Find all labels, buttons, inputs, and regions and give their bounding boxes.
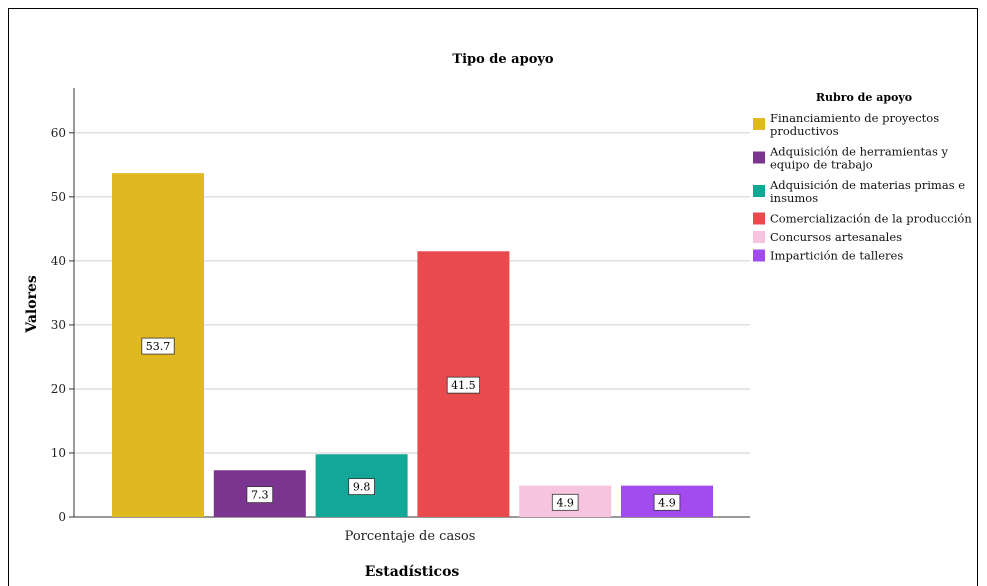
legend-label: Concursos artesanales	[770, 230, 902, 244]
legend: Financiamiento de proyectos productivos Ad…	[753, 111, 972, 263]
legend-swatch	[753, 212, 765, 225]
data-label-box	[246, 486, 274, 504]
legend-label: Impartición de talleres	[770, 249, 903, 263]
chart-title: Tipo de apoyo	[452, 52, 554, 67]
legend-title: Rubro de apoyo	[816, 91, 912, 104]
data-label: 41.5	[451, 379, 476, 392]
legend-swatch	[753, 249, 765, 262]
y-tick-label: 0	[58, 510, 66, 524]
legend-label-line: insumos	[770, 191, 818, 205]
legend-label-line: equipo de trabajo	[770, 158, 873, 172]
y-tick-label: 50	[51, 190, 66, 204]
legend-label-line: Impartición de talleres	[770, 249, 903, 263]
data-label: 53.7	[146, 340, 171, 353]
y-tick-label: 30	[51, 318, 66, 332]
category-label: Porcentaje de casos	[345, 529, 476, 544]
legend-label-line: productivos	[770, 124, 839, 138]
legend-swatch	[753, 151, 765, 164]
y-tick-label: 10	[51, 446, 66, 460]
bars: 53.7 7.3 9.8 41.5 4.9 4.9	[112, 173, 713, 517]
data-label-box	[348, 478, 375, 496]
legend-label-line: Adquisición de materias primas e	[769, 178, 965, 192]
y-tick-label: 60	[51, 126, 66, 140]
legend-label-line: Adquisición de herramientas y	[769, 145, 949, 159]
legend-label-line: Comercialización de la producción	[770, 212, 972, 226]
data-label-box	[551, 493, 579, 511]
data-label: 7.3	[251, 489, 269, 502]
legend-swatch	[753, 231, 765, 243]
legend-swatch	[753, 185, 765, 197]
legend-swatch	[753, 118, 765, 130]
legend-label-line: Financiamiento de proyectos	[770, 111, 939, 125]
y-tick-label: 40	[51, 254, 66, 268]
y-axis: 0 10 20 30 40 50 60	[51, 88, 750, 524]
data-label: 4.9	[658, 496, 676, 509]
legend-label-line: Concursos artesanales	[770, 230, 902, 244]
legend-label: Comercialización de la producción	[770, 212, 972, 226]
data-label: 4.9	[556, 496, 574, 509]
x-axis-title: Estadísticos	[365, 564, 460, 580]
data-label: 9.8	[353, 481, 371, 494]
data-label-box	[446, 376, 481, 394]
data-label-box	[141, 337, 175, 355]
data-label-box	[653, 493, 681, 511]
y-axis-title: Valores	[24, 275, 40, 334]
legend-label: Adquisición de herramientas y equipo de t…	[769, 145, 949, 172]
legend-label: Financiamiento de proyectos productivos	[770, 111, 939, 138]
legend-label: Adquisición de materias primas e insumos	[769, 178, 965, 205]
y-tick-label: 20	[51, 382, 66, 396]
